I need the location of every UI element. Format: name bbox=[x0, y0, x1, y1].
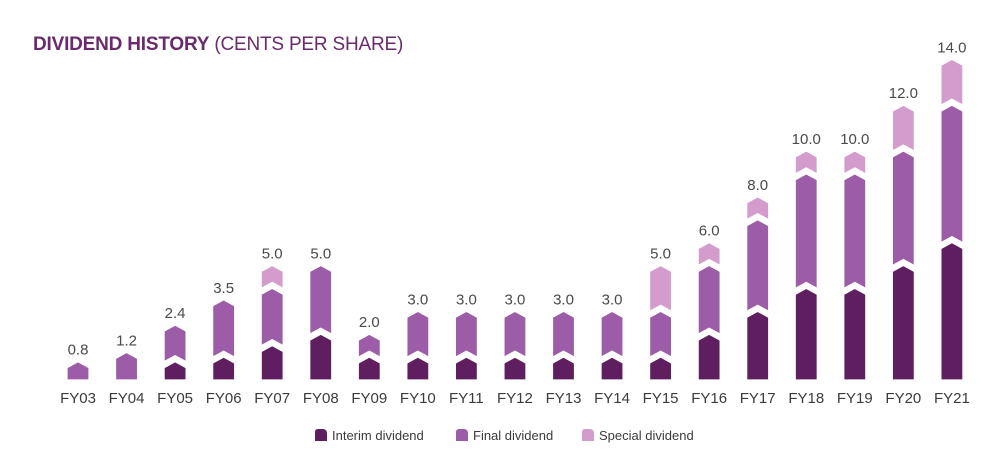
bar-segment-fy20-interim bbox=[891, 264, 915, 381]
bar-segment-fy18-interim bbox=[794, 287, 818, 381]
x-tick-label-fy05: FY05 bbox=[157, 390, 193, 407]
bar-segment-fy11-interim bbox=[454, 356, 478, 381]
bar-segment-fy20-special bbox=[891, 104, 915, 152]
bar-segment-fy08-interim bbox=[309, 333, 333, 381]
bar-segment-fy19-final bbox=[843, 173, 867, 289]
bar-segment-fy15-special bbox=[649, 264, 673, 312]
legend-label-special: Special dividend bbox=[599, 428, 694, 443]
total-label-fy10: 3.0 bbox=[407, 291, 428, 308]
total-label-fy20: 12.0 bbox=[889, 85, 918, 102]
bar-segment-fy17-final bbox=[746, 219, 770, 312]
bar-segment-fy15-final bbox=[649, 310, 673, 358]
bar-segment-fy18-special bbox=[794, 150, 818, 175]
legend-swatch-special bbox=[582, 429, 594, 441]
bar-segment-fy06-final bbox=[212, 299, 236, 358]
bar-segment-fy13-interim bbox=[551, 356, 576, 381]
total-label-fy09: 2.0 bbox=[359, 314, 380, 331]
bar-segment-fy14-interim bbox=[600, 356, 624, 381]
total-label-fy17: 8.0 bbox=[747, 177, 768, 194]
x-tick-label-fy03: FY03 bbox=[60, 390, 96, 407]
bar-segment-fy19-interim bbox=[843, 287, 867, 381]
x-tick-label-fy12: FY12 bbox=[497, 390, 533, 407]
total-label-fy11: 3.0 bbox=[456, 291, 477, 308]
bar-segment-fy18-final bbox=[794, 173, 818, 289]
x-tick-label-fy20: FY20 bbox=[885, 390, 921, 407]
bar-segment-fy16-interim bbox=[697, 333, 721, 381]
x-tick-label-fy14: FY14 bbox=[594, 390, 630, 407]
bar-segment-fy09-final bbox=[357, 333, 381, 358]
total-label-fy14: 3.0 bbox=[602, 291, 623, 308]
total-label-fy21: 14.0 bbox=[937, 39, 966, 56]
bar-segment-fy06-interim bbox=[212, 356, 236, 381]
legend-swatch-final bbox=[456, 429, 468, 441]
total-label-fy05: 2.4 bbox=[165, 305, 186, 322]
total-label-fy03: 0.8 bbox=[68, 342, 89, 359]
bar-segment-fy12-final bbox=[503, 310, 527, 358]
bar-segment-fy07-interim bbox=[260, 345, 284, 381]
total-label-fy12: 3.0 bbox=[505, 291, 526, 308]
bar-segment-fy11-final bbox=[454, 310, 478, 358]
legend-label-interim: Interim dividend bbox=[332, 428, 424, 443]
bar-segment-fy17-interim bbox=[746, 310, 770, 381]
bar-segment-fy16-special bbox=[697, 242, 721, 267]
bar-segment-fy19-special bbox=[843, 150, 867, 175]
x-tick-label-fy13: FY13 bbox=[546, 390, 582, 407]
total-label-fy08: 5.0 bbox=[310, 246, 331, 263]
bar-segment-fy20-final bbox=[891, 150, 915, 267]
bar-segment-fy09-interim bbox=[357, 356, 381, 381]
x-tick-label-fy19: FY19 bbox=[837, 390, 873, 407]
bar-segment-fy15-interim bbox=[649, 356, 673, 381]
bar-segment-fy07-final bbox=[260, 287, 284, 347]
bar-segment-fy12-interim bbox=[503, 356, 527, 381]
total-label-fy06: 3.5 bbox=[213, 280, 234, 297]
x-tick-label-fy16: FY16 bbox=[691, 390, 727, 407]
bar-segment-fy03-final bbox=[66, 361, 90, 381]
bar-segment-fy17-special bbox=[746, 196, 770, 221]
bar-segment-fy10-interim bbox=[406, 356, 430, 381]
x-tick-label-fy17: FY17 bbox=[740, 390, 776, 407]
bar-segment-fy04-final bbox=[114, 351, 139, 381]
bar-segment-fy05-interim bbox=[163, 361, 187, 381]
x-tick-label-fy21: FY21 bbox=[934, 390, 970, 407]
x-tick-label-fy18: FY18 bbox=[788, 390, 824, 407]
legend-swatch-interim bbox=[315, 429, 327, 441]
bar-segment-fy21-final bbox=[940, 104, 964, 244]
x-tick-label-fy04: FY04 bbox=[109, 390, 145, 407]
x-tick-label-fy07: FY07 bbox=[254, 390, 290, 407]
total-label-fy16: 6.0 bbox=[699, 223, 720, 240]
bar-segment-fy21-special bbox=[940, 58, 964, 106]
bar-segment-fy07-special bbox=[260, 264, 284, 289]
bar-segment-fy10-final bbox=[406, 310, 430, 358]
total-label-fy07: 5.0 bbox=[262, 246, 283, 263]
bar-segment-fy05-final bbox=[163, 324, 187, 363]
total-label-fy13: 3.0 bbox=[553, 291, 574, 308]
x-tick-label-fy09: FY09 bbox=[351, 390, 387, 407]
total-label-fy19: 10.0 bbox=[840, 131, 869, 148]
x-tick-label-fy06: FY06 bbox=[206, 390, 242, 407]
bar-segment-fy16-final bbox=[697, 264, 721, 335]
total-label-fy18: 10.0 bbox=[792, 131, 821, 148]
chart-title-main: DIVIDEND HISTORY bbox=[33, 34, 210, 55]
x-tick-label-fy15: FY15 bbox=[643, 390, 679, 407]
x-tick-label-fy11: FY11 bbox=[449, 390, 484, 407]
chart-title-units: (CENTS PER SHARE) bbox=[209, 34, 404, 55]
bar-segment-fy13-final bbox=[551, 310, 576, 358]
bar-segment-fy08-final bbox=[309, 264, 333, 335]
bar-segment-fy21-interim bbox=[940, 242, 964, 381]
x-tick-label-fy10: FY10 bbox=[400, 390, 436, 407]
chart-title: DIVIDEND HISTORY (CENTS PER SHARE) bbox=[33, 34, 403, 56]
bar-segment-fy14-final bbox=[600, 310, 624, 358]
total-label-fy15: 5.0 bbox=[650, 246, 671, 263]
total-label-fy04: 1.2 bbox=[116, 333, 137, 350]
legend-label-final: Final dividend bbox=[473, 428, 553, 443]
x-tick-label-fy08: FY08 bbox=[303, 390, 339, 407]
